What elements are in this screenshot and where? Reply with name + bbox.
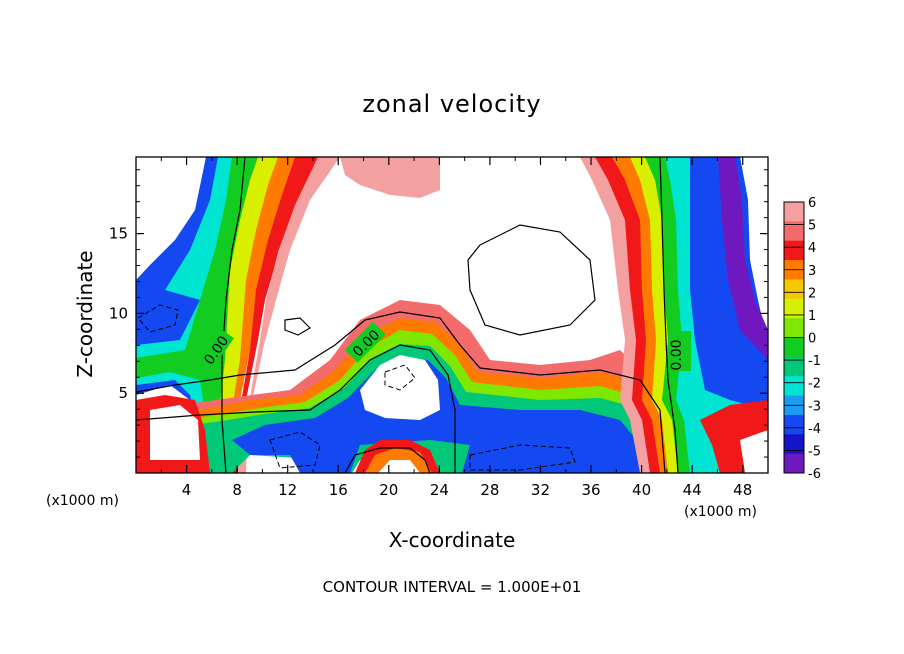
x-axis-label: X-coordinate bbox=[389, 528, 516, 552]
colorbar-tick-label: 4 bbox=[808, 241, 816, 256]
colorbar-tick-label: 3 bbox=[808, 264, 816, 279]
contour-lines bbox=[136, 157, 679, 473]
colorbar-swatch bbox=[784, 202, 804, 222]
y-tick-label: 5 bbox=[118, 384, 128, 402]
y-tick-label: 10 bbox=[109, 304, 128, 322]
colorbar-swatch bbox=[784, 298, 804, 319]
colorbar-tick-label: 0 bbox=[808, 332, 816, 347]
colorbar-swatch bbox=[784, 279, 804, 300]
x-tick-label: 4 bbox=[182, 481, 192, 499]
plot-frame bbox=[135, 156, 769, 474]
colorbar-tick-label: 2 bbox=[808, 286, 816, 301]
x-unit-left: (x1000 m) bbox=[46, 493, 119, 509]
x-tick-label: 12 bbox=[278, 481, 297, 499]
x-tick-label: 36 bbox=[581, 481, 600, 499]
y-tick-label: 15 bbox=[109, 225, 128, 243]
contour-interval-footer: CONTOUR INTERVAL = 1.000E+01 bbox=[323, 578, 582, 596]
x-tick-label: 8 bbox=[232, 481, 242, 499]
top-center-blob bbox=[340, 157, 440, 198]
colorbar-tick-label: -5 bbox=[808, 444, 821, 459]
x-tick-label: 48 bbox=[733, 481, 752, 499]
colorbar-swatch bbox=[784, 318, 804, 338]
central-arch-band bbox=[136, 300, 690, 473]
colorbar-swatch bbox=[784, 414, 804, 435]
x-tick-label: 24 bbox=[430, 481, 449, 499]
x-tick-label: 20 bbox=[379, 481, 398, 499]
colorbar-tick-label: 1 bbox=[808, 309, 816, 324]
x-unit-right: (x1000 m) bbox=[684, 504, 757, 520]
chart-title: zonal velocity bbox=[362, 90, 541, 118]
colorbar-tick-label: -1 bbox=[808, 354, 821, 369]
colorbar-tick-label: 5 bbox=[808, 219, 816, 234]
colorbar-swatch bbox=[784, 221, 804, 242]
dashed-contours bbox=[137, 304, 576, 471]
colorbar-swatch bbox=[784, 240, 804, 261]
y-axis-label: Z-coordinate bbox=[73, 250, 97, 377]
colorbar-tick-label: 6 bbox=[808, 196, 816, 211]
right-velocity-band bbox=[580, 157, 768, 473]
colorbar: 6 5 4 3 2 1 0 -1 -2 -3 -4 -5 -6 bbox=[783, 196, 821, 482]
colorbar-tick-label: -4 bbox=[808, 422, 821, 437]
x-tick-label: 32 bbox=[531, 481, 550, 499]
x-tick-label: 28 bbox=[480, 481, 499, 499]
colorbar-tick-label: -2 bbox=[808, 377, 821, 392]
x-tick-label: 44 bbox=[683, 481, 702, 499]
colorbar-swatch bbox=[784, 356, 804, 377]
x-tick-label: 40 bbox=[632, 481, 651, 499]
colorbar-swatch bbox=[784, 337, 804, 358]
colorbar-swatch bbox=[784, 434, 804, 455]
colorbar-swatch bbox=[784, 376, 804, 397]
colorbar-tick-label: -3 bbox=[808, 399, 821, 414]
colorbar-tick-label: -6 bbox=[808, 467, 821, 482]
heatmap-field: 0.00 0.00 0.00 bbox=[136, 157, 768, 473]
contour-label-right: 0.00 bbox=[669, 339, 685, 370]
axis-ticks bbox=[136, 157, 768, 473]
colorbar-swatch bbox=[784, 453, 804, 474]
x-tick-label: 16 bbox=[329, 481, 348, 499]
